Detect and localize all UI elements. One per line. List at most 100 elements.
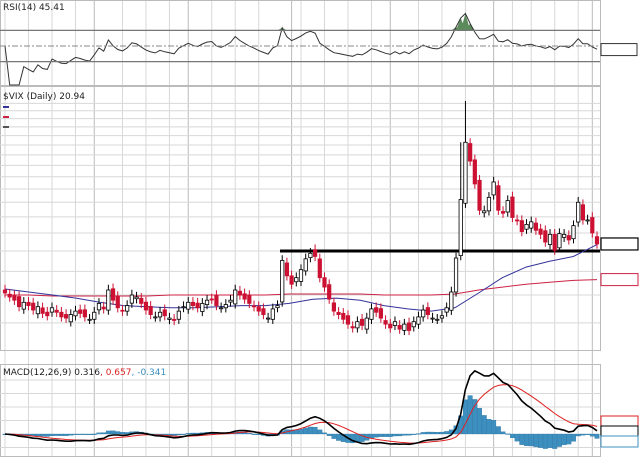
histogram-bar [561,433,567,446]
candle-body [110,288,116,301]
histogram-bar [509,433,515,439]
candle-body [477,179,482,211]
histogram-bar [524,433,529,447]
candle-body [45,311,50,317]
histogram-bar [91,433,97,435]
candle-body [355,321,360,329]
rsi-overbought-fill [277,13,475,31]
rsi-axis [0,29,638,63]
candle-body [331,302,336,312]
candle-body [378,308,383,319]
candle-body [435,318,440,321]
candle-body [500,211,506,214]
candle-body [172,318,177,321]
macd-title: MACD(12,26,9) 0.316, 0.657, -0.341 [3,368,166,378]
histogram-bar [63,433,69,436]
histogram-bar [519,433,525,445]
candle-body [68,314,73,323]
ma200-price-box [600,273,639,287]
macd-value-labels [600,415,639,448]
histogram-bar [589,433,595,437]
histogram-bar [481,415,487,435]
candle-body [101,306,106,310]
candle-body [529,221,534,229]
candle-body [16,296,22,308]
candle-body [12,295,17,301]
histogram-bar [439,431,445,435]
candle-body [63,314,69,319]
candle-body [538,228,543,235]
histogram-bar [73,433,78,435]
candle-body [228,299,233,303]
candle-body [134,296,139,300]
candle-body [289,275,294,285]
histogram-bar [49,433,55,436]
candle-body [566,235,571,241]
candle-body [505,200,510,213]
candle-body [233,289,238,305]
candle-body [7,293,12,298]
histogram-bar [115,431,121,435]
histogram-bar [303,427,309,435]
rsi-current-box [600,43,638,57]
macd-value-box [600,435,639,448]
histogram-bar [336,433,342,441]
candle-body [486,196,492,212]
candle-body [261,308,266,315]
candle-body [251,305,257,308]
histogram-bar [406,433,412,436]
price-panel: $VIX (Daily) 20.94 [0,86,639,351]
candle-body [106,289,111,311]
histogram-bar [416,433,421,435]
candle-body [336,311,341,315]
candle-body [280,260,285,303]
candle-body [129,294,134,304]
current-price-box [600,237,639,251]
histogram-bar [491,420,497,435]
candle-body [92,311,97,320]
histogram-bar [35,433,41,437]
histogram-bar [538,433,544,448]
histogram-bar [580,433,586,436]
histogram-bar [58,433,64,436]
candle-body [298,269,304,282]
histogram-bar [397,433,403,437]
candle-body [237,290,243,296]
candle-body [374,307,379,313]
candle-body [519,220,524,233]
histogram-bar [594,433,600,439]
candle-body [200,303,205,312]
histogram-bar [82,433,88,435]
candle-body [392,321,398,326]
histogram-bar [40,433,46,437]
candle-body [557,233,562,249]
histogram-bar [307,426,313,435]
histogram-bar [120,432,125,435]
candle-body [31,302,36,311]
candle-body [219,307,224,310]
candle-body [383,320,388,325]
histogram-bar [387,433,393,437]
price-axis [0,102,600,324]
candle-body [468,143,473,162]
candle-body [416,316,421,325]
histogram-bar [514,433,520,442]
candle-body [312,249,318,257]
histogram-bar [124,432,130,435]
histogram-bar [322,432,327,435]
candle-body [345,315,351,325]
macd-value-box [600,425,639,438]
candle-body [153,316,158,319]
candle-body [181,306,186,309]
candle-body [585,219,590,222]
candle-body [388,323,393,329]
histogram-bar [378,433,384,437]
candle-body [510,196,515,218]
candle-body [35,306,40,315]
candle-body [209,298,214,301]
candle-body [148,305,153,315]
candle-body [369,308,374,320]
candle-body [82,309,87,318]
histogram-bar [326,433,332,436]
histogram-bar [185,433,191,435]
